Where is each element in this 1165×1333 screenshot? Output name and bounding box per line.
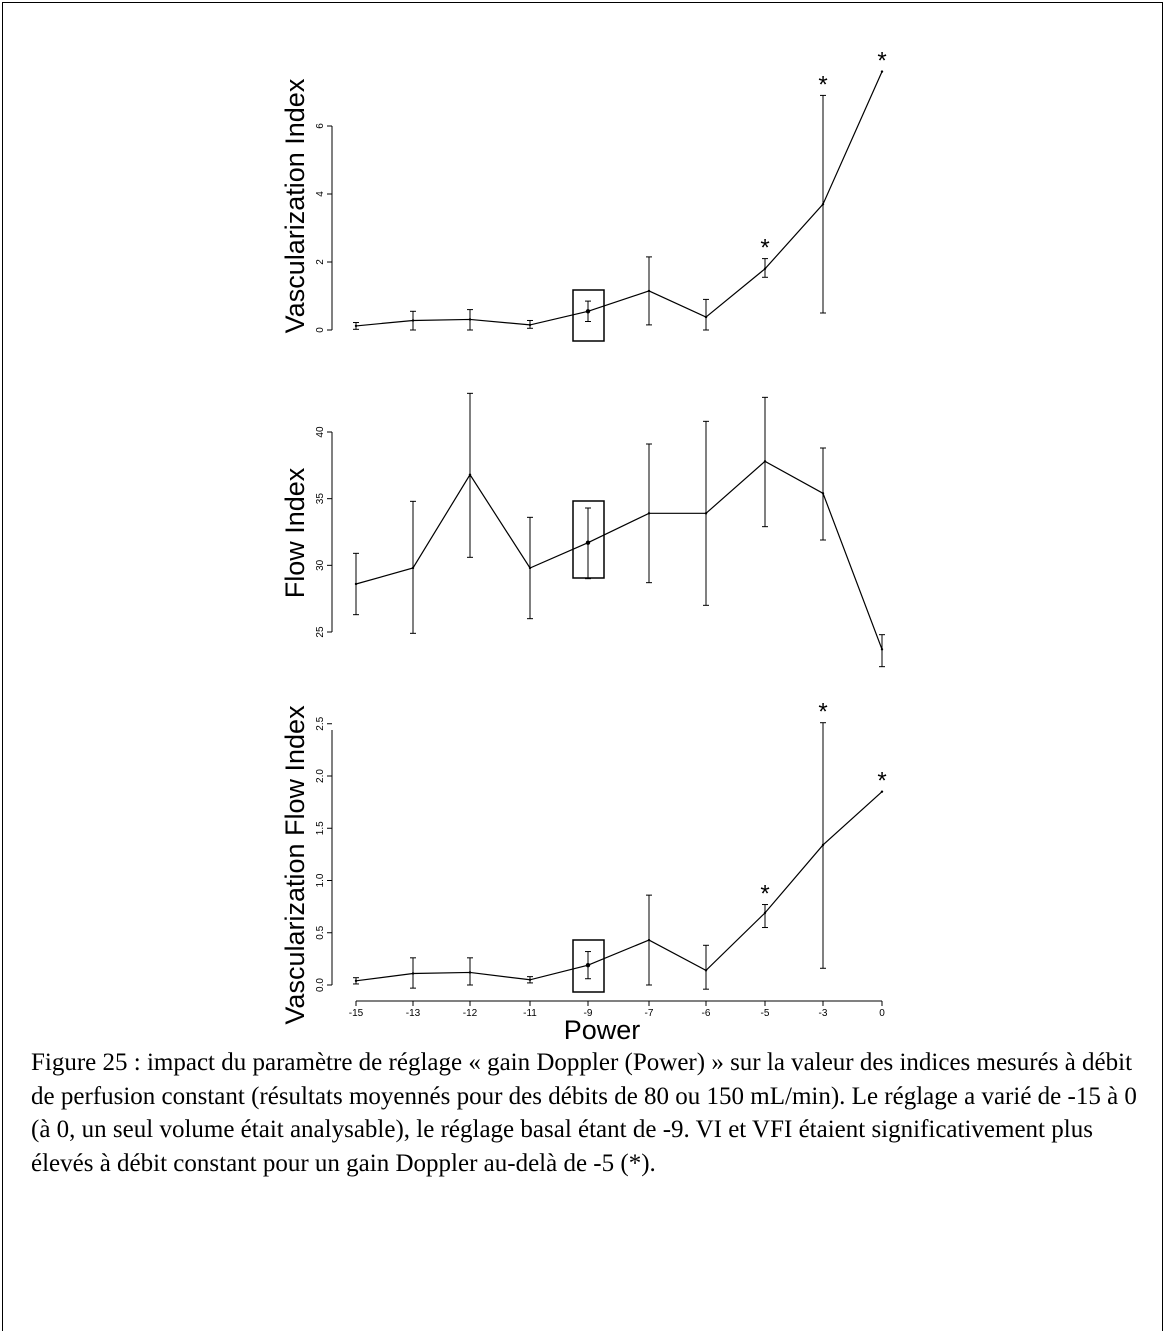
significance-star: * [877,768,886,795]
data-point [880,70,884,73]
x-tick-label: 0 [879,1008,885,1019]
data-point [354,324,358,328]
figure-caption: Figure 25 : impact du paramètre de régla… [31,1049,1137,1177]
x-tick-label: -5 [761,1008,770,1019]
data-point [354,582,358,586]
data-point [585,309,591,314]
data-point [468,473,472,476]
data-point [647,289,651,293]
data-point [411,319,415,322]
basal-setting-box [572,289,605,342]
data-point [468,318,472,321]
x-tick-label: -11 [523,1008,537,1019]
fi-y-axis-title: Flow Index [280,467,310,598]
y-tick-label: 2 [315,259,326,265]
x-axis-title: Power [564,1015,641,1040]
significance-star: * [818,699,827,726]
data-point [528,978,532,981]
y-tick-label: 1.5 [315,821,326,835]
data-point [880,790,884,793]
x-tick-label: -9 [584,1008,593,1019]
x-tick-label: -12 [463,1008,478,1019]
y-tick-label: 2.5 [315,716,326,730]
significance-star: * [760,881,769,908]
data-point [585,540,591,545]
significance-star: * [877,48,886,75]
x-tick-label: -3 [819,1008,828,1019]
vascularization-flow-index-panel: Vascularization Flow Index Power 0.0 0.5 1… [280,699,887,1040]
data-point [763,460,767,463]
x-tick-label: -15 [349,1008,364,1019]
vfi-y-axis-title: Vascularization Flow Index [280,705,310,1025]
series-line [355,460,883,650]
data-point [704,315,708,319]
y-tick-label: 30 [315,559,326,571]
y-tick-label: 0.0 [315,978,326,992]
data-point [528,323,532,327]
data-point [354,979,358,983]
x-tick-label: -13 [406,1008,421,1019]
y-tick-label: 25 [315,626,326,638]
data-point [411,972,415,975]
data-point [704,512,708,515]
y-tick-label: 40 [315,426,326,438]
series-line [355,791,883,982]
data-point [647,512,651,515]
basal-setting-box [572,939,605,993]
y-tick-label: 1.0 [315,873,326,887]
vi-y-axis-title: Vascularization Index [280,78,310,333]
y-tick-label: 0.5 [315,925,326,939]
data-point [647,938,651,942]
significance-star: * [760,235,769,262]
x-tick-label: -6 [702,1008,711,1019]
data-point [528,566,532,570]
y-tick-label: 35 [315,493,326,505]
flow-index-panel: Flow Index 25 30 35 40 [280,392,885,668]
data-point [411,566,415,570]
x-tick-label: -7 [645,1008,654,1019]
y-tick-label: 6 [315,123,326,129]
data-point [821,492,825,495]
data-point [763,911,767,915]
data-point [821,203,825,206]
figure-charts: Vascularization Index 0 2 4 6 * * * Flow Index… [280,48,887,1040]
y-tick-label: 4 [315,191,326,197]
data-point [585,962,591,968]
data-point [763,267,767,270]
significance-star: * [818,71,827,98]
y-tick-label: 2.0 [315,769,326,783]
data-point [704,969,708,972]
data-point [880,648,884,651]
series-line [355,71,883,327]
data-point [821,843,825,847]
vascularization-index-panel: Vascularization Index 0 2 4 6 * * * [280,48,887,342]
y-tick-label: 0 [315,327,326,333]
data-point [468,971,472,974]
